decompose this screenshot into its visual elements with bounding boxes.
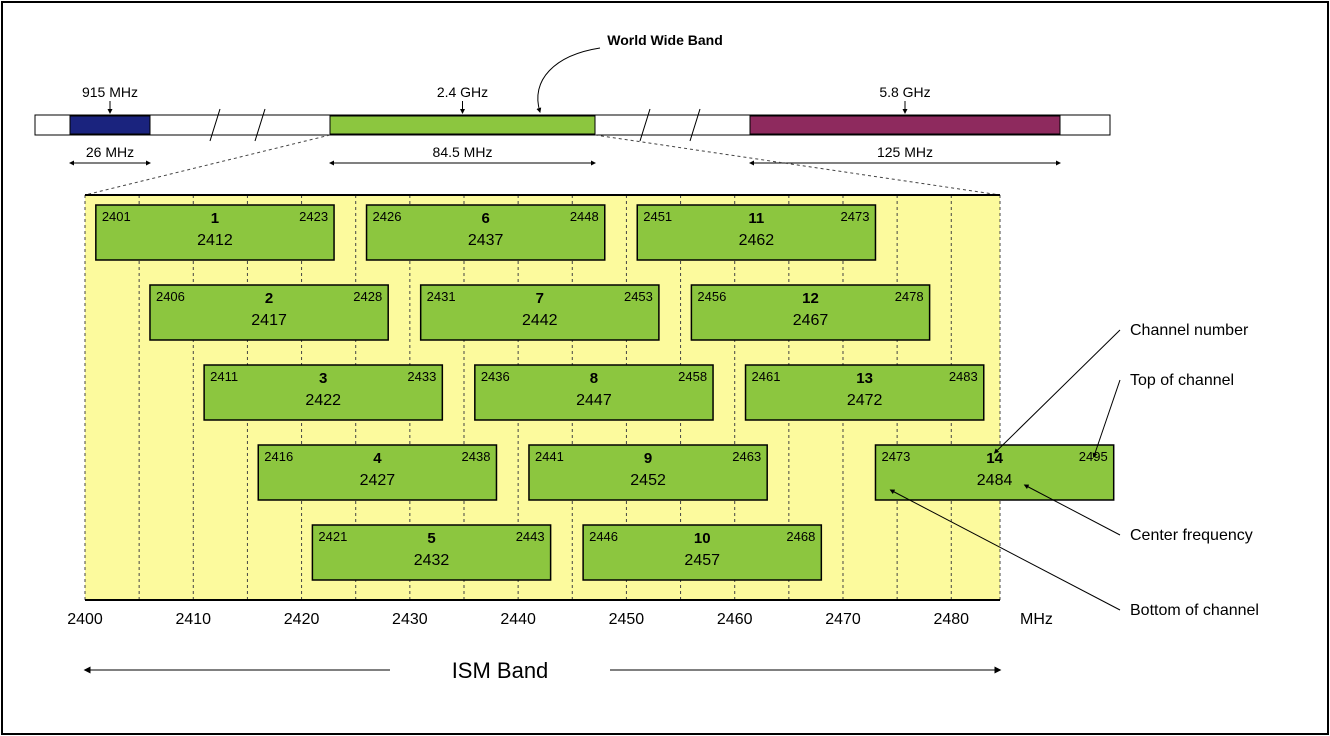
channel-number: 13 <box>856 370 873 387</box>
channel-center: 2422 <box>305 392 341 409</box>
channel-number: 7 <box>536 290 544 307</box>
channel-low: 2451 <box>643 209 672 224</box>
channel-low: 2406 <box>156 289 185 304</box>
world-wide-band-label: World Wide Band <box>607 32 723 48</box>
axis-tick-2400: 2400 <box>67 611 103 628</box>
channel-number: 1 <box>211 210 219 227</box>
channel-center: 2462 <box>739 232 775 249</box>
ism-band-label: ISM Band <box>452 658 549 683</box>
channel-center: 2484 <box>977 472 1013 489</box>
channel-8: 2436 2458 8 2447 <box>475 365 713 420</box>
axis-tick-2440: 2440 <box>500 611 536 628</box>
channel-number: 8 <box>590 370 598 387</box>
channel-10: 2446 2468 10 2457 <box>583 525 821 580</box>
channel-center: 2417 <box>251 312 287 329</box>
channel-low: 2441 <box>535 449 564 464</box>
channel-center: 2432 <box>414 552 450 569</box>
channel-4: 2416 2438 4 2427 <box>258 445 496 500</box>
band-915-freq-label: 915 MHz <box>82 84 138 100</box>
channel-center: 2447 <box>576 392 612 409</box>
channel-high: 2495 <box>1079 449 1108 464</box>
channel-low: 2446 <box>589 529 618 544</box>
world-wide-band-arrow <box>538 48 600 112</box>
channel-high: 2428 <box>353 289 382 304</box>
channel-number: 6 <box>481 210 489 227</box>
channel-low: 2421 <box>318 529 347 544</box>
channel-number: 4 <box>373 450 382 467</box>
band-58 <box>750 116 1060 134</box>
channel-number: 3 <box>319 370 327 387</box>
channel-number: 2 <box>265 290 273 307</box>
channel-7: 2431 2453 7 2442 <box>421 285 659 340</box>
axis-tick-2410: 2410 <box>175 611 211 628</box>
channel-low: 2401 <box>102 209 131 224</box>
channel-low: 2426 <box>373 209 402 224</box>
band-58-width-label: 125 MHz <box>877 144 933 160</box>
channel-high: 2443 <box>516 529 545 544</box>
channel-high: 2473 <box>841 209 870 224</box>
channel-12: 2456 2478 12 2467 <box>691 285 929 340</box>
channel-high: 2423 <box>299 209 328 224</box>
anno-channel-number: Channel number <box>1130 322 1249 339</box>
channel-low: 2473 <box>881 449 910 464</box>
channel-1: 2401 2423 1 2412 <box>96 205 334 260</box>
channel-13: 2461 2483 13 2472 <box>746 365 984 420</box>
zoom-line-right <box>595 135 1000 195</box>
channel-2: 2406 2428 2 2417 <box>150 285 388 340</box>
channel-low: 2416 <box>264 449 293 464</box>
axis-tick-2420: 2420 <box>284 611 320 628</box>
top-band-strip: 915 MHz 26 MHz 2.4 GHz 84.5 MHz 5.8 GHz 125 M… <box>35 32 1110 195</box>
band-24 <box>330 116 595 134</box>
band-24-width-label: 84.5 MHz <box>433 144 493 160</box>
channel-number: 5 <box>427 530 435 547</box>
channel-center: 2467 <box>793 312 829 329</box>
anno-top-of-channel: Top of channel <box>1130 372 1234 389</box>
channel-high: 2453 <box>624 289 653 304</box>
axis-tick-2480: 2480 <box>933 611 969 628</box>
band-915 <box>70 116 150 134</box>
axis-tick-2470: 2470 <box>825 611 861 628</box>
axis-unit: MHz <box>1020 611 1053 628</box>
channel-high: 2433 <box>407 369 436 384</box>
channel-low: 2411 <box>210 369 238 384</box>
channel-low: 2456 <box>697 289 726 304</box>
channel-high: 2448 <box>570 209 599 224</box>
channel-low: 2461 <box>752 369 781 384</box>
channel-high: 2438 <box>462 449 491 464</box>
channel-high: 2478 <box>895 289 924 304</box>
channel-high: 2463 <box>732 449 761 464</box>
channel-center: 2437 <box>468 232 504 249</box>
axis-tick-2430: 2430 <box>392 611 428 628</box>
channel-6: 2426 2448 6 2437 <box>367 205 605 260</box>
channel-high: 2483 <box>949 369 978 384</box>
channel-number: 9 <box>644 450 652 467</box>
ism-band-diagram: 915 MHz26 MHz2.4 GHz84.5 MHz5.8 GHz125 M… <box>0 0 1330 736</box>
axis-tick-2450: 2450 <box>609 611 645 628</box>
channel-low: 2436 <box>481 369 510 384</box>
channel-center: 2472 <box>847 392 883 409</box>
band-24-freq-label: 2.4 GHz <box>437 84 488 100</box>
channel-9: 2441 2463 9 2452 <box>529 445 767 500</box>
anno-center-frequency: Center frequency <box>1130 527 1253 544</box>
channel-11: 2451 2473 11 2462 <box>637 205 875 260</box>
band-58-freq-label: 5.8 GHz <box>879 84 930 100</box>
axis-tick-2460: 2460 <box>717 611 753 628</box>
channel-center: 2427 <box>360 472 396 489</box>
channel-number: 10 <box>694 530 711 547</box>
channel-high: 2458 <box>678 369 707 384</box>
channel-number: 11 <box>748 210 764 227</box>
channel-14: 24732495142484 <box>875 445 1113 500</box>
band-915-width-label: 26 MHz <box>86 144 134 160</box>
channel-center: 2412 <box>197 232 233 249</box>
channel-number: 12 <box>802 290 819 307</box>
channel-low: 2431 <box>427 289 456 304</box>
channel-5: 2421 2443 5 2432 <box>312 525 550 580</box>
channel-center: 2452 <box>630 472 666 489</box>
channel-3: 2411 2433 3 2422 <box>204 365 442 420</box>
channel-chart: 2401242312412240624282241724112433324222… <box>85 195 1114 600</box>
anno-bottom-of-channel: Bottom of channel <box>1130 602 1259 619</box>
channel-center: 2442 <box>522 312 558 329</box>
channel-high: 2468 <box>786 529 815 544</box>
channel-center: 2457 <box>684 552 720 569</box>
